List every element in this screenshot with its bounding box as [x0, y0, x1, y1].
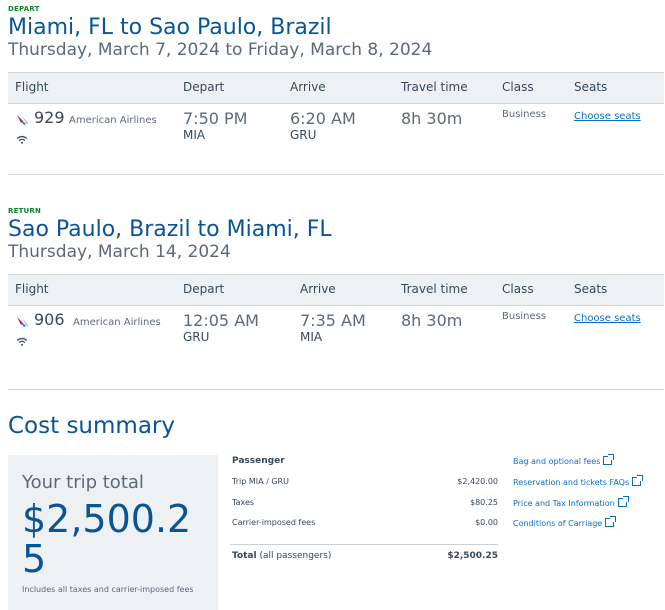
price-tax-link[interactable]: Price and Tax Information	[513, 496, 629, 508]
arrive-airport-code: MIA	[300, 330, 323, 344]
total-label: Total (all passengers)	[232, 551, 331, 561]
cost-summary-title: Cost summary	[8, 413, 175, 439]
total-divider	[230, 544, 498, 545]
link-text[interactable]: Price and Tax Information	[513, 499, 615, 508]
return-date: Thursday, March 14, 2024	[8, 242, 231, 262]
trip-total-note: Includes all taxes and carrier-imposed f…	[22, 585, 194, 594]
arrive-airport-code: GRU	[290, 128, 317, 142]
depart-time: 12:05 AM	[183, 311, 259, 330]
total-value: $2,500.25	[447, 551, 498, 561]
travel-time: 8h 30m	[401, 109, 463, 128]
american-airlines-logo-icon	[16, 313, 30, 327]
return-route-title: Sao Paulo, Brazil to Miami, FL	[8, 217, 332, 242]
col-depart: Depart	[183, 282, 225, 296]
trip-total-amount: $2,500.25	[22, 497, 192, 581]
depart-flight-number: 929	[34, 108, 65, 127]
section-divider	[8, 389, 664, 390]
link-text[interactable]: Reservation and tickets FAQs	[513, 478, 630, 487]
return-flight-number: 906	[34, 310, 65, 329]
col-class: Class	[502, 80, 534, 94]
col-seats: Seats	[574, 80, 608, 94]
cost-line-label: Carrier-imposed fees	[232, 518, 316, 527]
conditions-link[interactable]: Conditions of Carriage	[513, 516, 617, 528]
external-link-icon	[617, 496, 629, 507]
cost-line-value: $80.25	[470, 498, 498, 507]
col-arrive: Arrive	[290, 80, 326, 94]
col-flight: Flight	[15, 80, 49, 94]
passenger-heading: Passenger	[232, 456, 285, 466]
col-depart: Depart	[183, 80, 225, 94]
link-text[interactable]: Bag and optional fees	[513, 457, 601, 466]
american-airlines-logo-icon	[16, 111, 30, 125]
col-arrive: Arrive	[300, 282, 336, 296]
external-link-icon	[632, 475, 644, 486]
class-value: Business	[502, 311, 547, 322]
depart-date: Thursday, March 7, 2024 to Friday, March…	[8, 40, 433, 60]
arrive-time: 7:35 AM	[300, 311, 366, 330]
cost-line-value: $0.00	[475, 518, 498, 527]
section-divider	[8, 174, 664, 175]
cost-line-label: Taxes	[232, 498, 255, 507]
wifi-icon	[16, 129, 28, 144]
choose-seats-link[interactable]: Choose seats	[574, 313, 641, 324]
trip-total-label: Your trip total	[22, 472, 144, 493]
trip-total-box: Your trip total $2,500.25 Includes all t…	[8, 455, 218, 610]
col-flight: Flight	[15, 282, 49, 296]
col-travel-time: Travel time	[401, 282, 468, 296]
total-label-bold: Total	[232, 551, 257, 561]
return-tag: RETURN	[8, 207, 42, 215]
external-link-icon	[603, 454, 615, 465]
depart-airline: American Airlines	[69, 115, 157, 126]
arrive-time: 6:20 AM	[290, 109, 356, 128]
depart-airport-code: GRU	[183, 330, 210, 344]
wifi-icon	[16, 331, 28, 346]
col-seats: Seats	[574, 282, 608, 296]
depart-route-title: Miami, FL to Sao Paulo, Brazil	[8, 15, 332, 40]
depart-airport-code: MIA	[183, 128, 206, 142]
total-label-rest: (all passengers)	[256, 551, 332, 561]
bag-fees-link[interactable]: Bag and optional fees	[513, 454, 615, 466]
class-value: Business	[502, 109, 547, 120]
return-airline: American Airlines	[73, 317, 161, 328]
external-link-icon	[605, 516, 617, 527]
travel-time: 8h 30m	[401, 311, 463, 330]
link-text[interactable]: Conditions of Carriage	[513, 519, 603, 528]
cost-line-value: $2,420.00	[457, 477, 498, 486]
choose-seats-link[interactable]: Choose seats	[574, 111, 641, 122]
cost-line-label: Trip MIA / GRU	[232, 477, 289, 486]
return-table-header: Flight Depart Arrive Travel time Class S…	[8, 274, 664, 306]
col-travel-time: Travel time	[401, 80, 468, 94]
col-class: Class	[502, 282, 534, 296]
depart-tag: DEPART	[8, 5, 40, 13]
faq-link[interactable]: Reservation and tickets FAQs	[513, 475, 644, 487]
depart-time: 7:50 PM	[183, 109, 248, 128]
depart-table-header: Flight Depart Arrive Travel time Class S…	[8, 72, 664, 104]
